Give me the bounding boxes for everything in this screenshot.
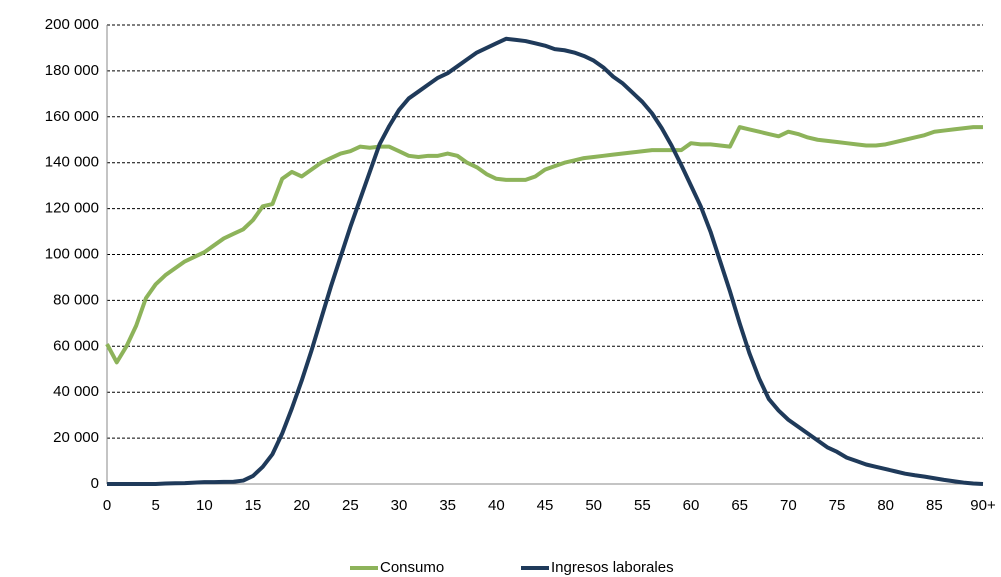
x-tick-label: 5 — [151, 497, 159, 514]
y-tick-label: 0 — [91, 475, 99, 492]
legend-label: Consumo — [380, 559, 444, 576]
x-tick-label: 20 — [293, 497, 310, 514]
y-tick-label: 180 000 — [45, 62, 99, 79]
x-tick-label: 85 — [926, 497, 943, 514]
y-tick-label: 200 000 — [45, 16, 99, 33]
x-tick-label: 25 — [342, 497, 359, 514]
legend-label: Ingresos laborales — [551, 559, 674, 576]
x-tick-label: 55 — [634, 497, 651, 514]
x-tick-label: 45 — [537, 497, 554, 514]
x-tick-label: 30 — [391, 497, 408, 514]
x-tick-label: 90+ — [970, 497, 996, 514]
y-tick-label: 20 000 — [53, 429, 99, 446]
y-tick-label: 160 000 — [45, 108, 99, 125]
x-tick-label: 80 — [877, 497, 894, 514]
y-tick-label: 100 000 — [45, 245, 99, 262]
x-tick-label: 40 — [488, 497, 505, 514]
y-tick-label: 120 000 — [45, 200, 99, 217]
x-tick-label: 70 — [780, 497, 797, 514]
x-tick-label: 10 — [196, 497, 213, 514]
x-tick-label: 75 — [829, 497, 846, 514]
x-tick-label: 60 — [683, 497, 700, 514]
x-tick-label: 15 — [245, 497, 262, 514]
y-tick-label: 140 000 — [45, 154, 99, 171]
x-tick-label: 0 — [103, 497, 111, 514]
series-line — [105, 125, 983, 365]
x-tick-label: 65 — [731, 497, 748, 514]
series-line — [107, 36, 984, 486]
y-tick-label: 80 000 — [53, 291, 99, 308]
y-tick-label: 40 000 — [53, 383, 99, 400]
x-tick-label: 35 — [439, 497, 456, 514]
x-tick-label: 50 — [585, 497, 602, 514]
y-tick-label: 60 000 — [53, 337, 99, 354]
